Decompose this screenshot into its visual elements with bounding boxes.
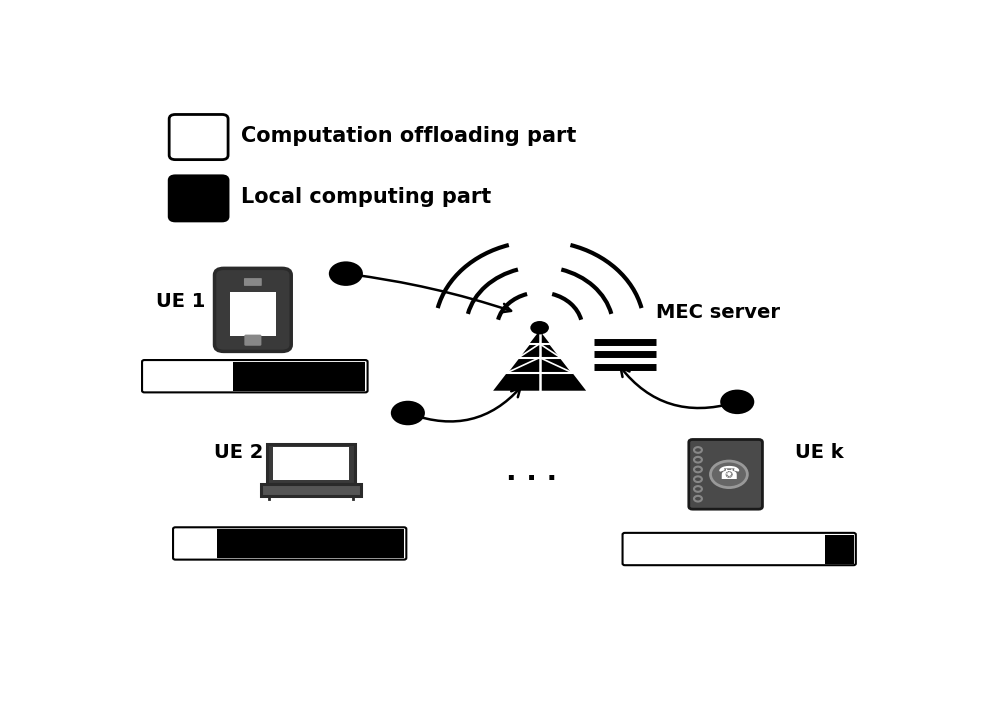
FancyBboxPatch shape xyxy=(217,529,404,558)
FancyArrowPatch shape xyxy=(410,387,520,421)
FancyBboxPatch shape xyxy=(689,439,762,509)
FancyBboxPatch shape xyxy=(273,447,349,480)
FancyArrowPatch shape xyxy=(349,274,511,312)
Circle shape xyxy=(694,457,702,463)
FancyBboxPatch shape xyxy=(169,114,228,159)
Text: UE 1: UE 1 xyxy=(156,292,205,311)
FancyBboxPatch shape xyxy=(244,278,262,286)
FancyBboxPatch shape xyxy=(267,444,355,484)
Text: UE k: UE k xyxy=(795,442,844,461)
Circle shape xyxy=(391,401,425,425)
FancyBboxPatch shape xyxy=(142,360,235,392)
FancyBboxPatch shape xyxy=(233,362,365,391)
Circle shape xyxy=(329,261,363,286)
FancyBboxPatch shape xyxy=(169,176,228,221)
FancyBboxPatch shape xyxy=(230,292,276,336)
FancyArrowPatch shape xyxy=(621,367,735,408)
Circle shape xyxy=(694,466,702,472)
Text: . . .: . . . xyxy=(506,458,557,486)
Circle shape xyxy=(694,496,702,502)
FancyBboxPatch shape xyxy=(173,527,219,560)
FancyBboxPatch shape xyxy=(215,269,291,351)
Polygon shape xyxy=(493,330,586,391)
Circle shape xyxy=(694,476,702,482)
FancyBboxPatch shape xyxy=(825,534,854,563)
Circle shape xyxy=(710,461,747,487)
Text: Local computing part: Local computing part xyxy=(241,188,492,207)
Text: MEC server: MEC server xyxy=(656,303,780,322)
Circle shape xyxy=(694,447,702,452)
FancyBboxPatch shape xyxy=(261,484,361,497)
Circle shape xyxy=(530,321,549,334)
FancyBboxPatch shape xyxy=(244,334,261,346)
Text: ☎: ☎ xyxy=(718,466,740,484)
Circle shape xyxy=(694,486,702,492)
Text: Computation offloading part: Computation offloading part xyxy=(241,126,577,146)
Circle shape xyxy=(720,390,754,414)
Text: UE 2: UE 2 xyxy=(214,442,264,461)
FancyBboxPatch shape xyxy=(623,533,827,565)
